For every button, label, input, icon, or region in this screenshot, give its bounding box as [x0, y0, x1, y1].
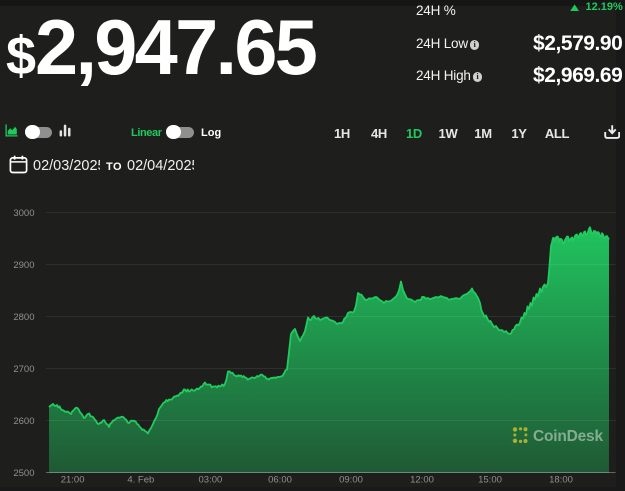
svg-text:4. Feb: 4. Feb [127, 475, 154, 486]
svg-text:09:00: 09:00 [339, 475, 363, 486]
svg-text:21:00: 21:00 [61, 475, 85, 486]
svg-text:03:00: 03:00 [199, 475, 223, 486]
svg-text:12:00: 12:00 [410, 475, 434, 486]
svg-text:2600: 2600 [13, 416, 34, 427]
svg-text:2900: 2900 [13, 260, 34, 271]
svg-text:06:00: 06:00 [268, 475, 292, 486]
svg-text:3000: 3000 [13, 208, 34, 219]
svg-text:2500: 2500 [13, 468, 34, 479]
svg-text:2700: 2700 [13, 364, 34, 375]
svg-text:2800: 2800 [13, 312, 34, 323]
svg-text:CoinDesk: CoinDesk [533, 428, 603, 445]
svg-text:15:00: 15:00 [478, 475, 502, 486]
svg-text:18:00: 18:00 [549, 475, 573, 486]
